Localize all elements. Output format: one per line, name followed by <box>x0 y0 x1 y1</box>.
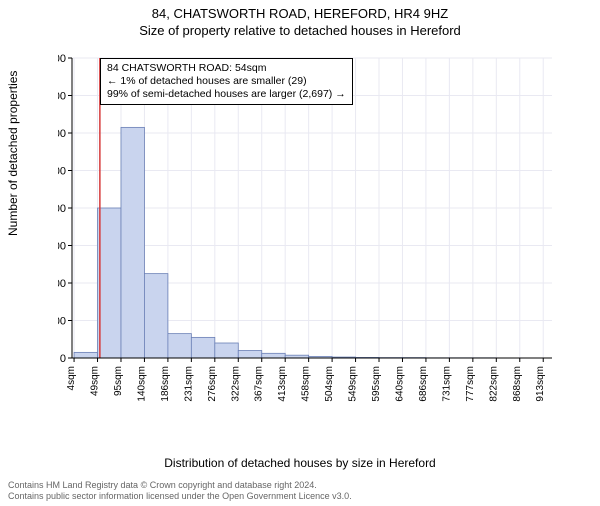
histogram-bar <box>121 127 144 358</box>
annotation-line-3: 99% of semi-detached houses are larger (… <box>107 88 346 101</box>
footer-line-1: Contains HM Land Registry data © Crown c… <box>8 480 592 491</box>
x-tick-label: 595sqm <box>371 366 382 402</box>
histogram-bar <box>144 274 167 358</box>
x-tick-label: 49sqm <box>90 366 101 396</box>
x-tick-label: 549sqm <box>348 366 359 402</box>
x-tick-label: 413sqm <box>277 366 288 402</box>
y-tick-label: 600 <box>58 241 66 253</box>
annotation-line-1: 84 CHATSWORTH ROAD: 54sqm <box>107 62 346 75</box>
x-tick-label: 140sqm <box>136 366 147 402</box>
histogram-bar <box>215 343 238 358</box>
x-tick-label: 640sqm <box>394 366 405 402</box>
x-tick-label: 686sqm <box>418 366 429 402</box>
y-tick-label: 1200 <box>58 128 66 140</box>
histogram-bar <box>191 337 214 358</box>
x-tick-label: 186sqm <box>160 366 171 402</box>
annotation-line-2: ← 1% of detached houses are smaller (29) <box>107 75 346 88</box>
y-tick-label: 0 <box>60 353 66 365</box>
x-tick-label: 731sqm <box>441 366 452 402</box>
x-tick-label: 4sqm <box>66 366 77 390</box>
x-tick-label: 276sqm <box>207 366 218 402</box>
histogram-bar <box>262 353 285 358</box>
x-tick-label: 95sqm <box>113 366 124 396</box>
y-tick-label: 1600 <box>58 54 66 65</box>
histogram-svg: 0 200 400 600 800 1000 1200 1400 1600 4sqm 49sqm 95… <box>58 54 578 414</box>
x-tick-label: 231sqm <box>183 366 194 402</box>
y-tick-label: 200 <box>58 316 66 328</box>
footer-attribution: Contains HM Land Registry data © Crown c… <box>8 480 592 502</box>
x-tick-label: 367sqm <box>254 366 265 402</box>
x-tick-label: 322sqm <box>230 366 241 402</box>
x-tick-label: 504sqm <box>324 366 335 402</box>
y-axis-label: Number of detached properties <box>6 71 20 236</box>
annotation-box: 84 CHATSWORTH ROAD: 54sqm ← 1% of detach… <box>100 58 353 105</box>
chart-area: 0 200 400 600 800 1000 1200 1400 1600 4sqm 49sqm 95… <box>58 54 578 414</box>
x-tick-label: 777sqm <box>465 366 476 402</box>
y-tick-label: 1400 <box>58 91 66 103</box>
x-tick-label: 868sqm <box>512 366 523 402</box>
y-tick-label: 800 <box>58 203 66 215</box>
x-tick-label: 913sqm <box>535 366 546 402</box>
y-tick-label: 1000 <box>58 166 66 178</box>
x-tick-label: 822sqm <box>488 366 499 402</box>
histogram-bar <box>168 334 191 358</box>
x-tick-label: 458sqm <box>301 366 312 402</box>
chart-title-subtitle: Size of property relative to detached ho… <box>0 23 600 38</box>
y-tick-label: 400 <box>58 278 66 290</box>
chart-title-address: 84, CHATSWORTH ROAD, HEREFORD, HR4 9HZ <box>0 6 600 21</box>
histogram-bar <box>98 208 121 358</box>
histogram-bar <box>74 352 97 358</box>
x-axis-caption: Distribution of detached houses by size … <box>0 456 600 470</box>
footer-line-2: Contains public sector information licen… <box>8 491 592 502</box>
histogram-bar <box>238 351 261 359</box>
